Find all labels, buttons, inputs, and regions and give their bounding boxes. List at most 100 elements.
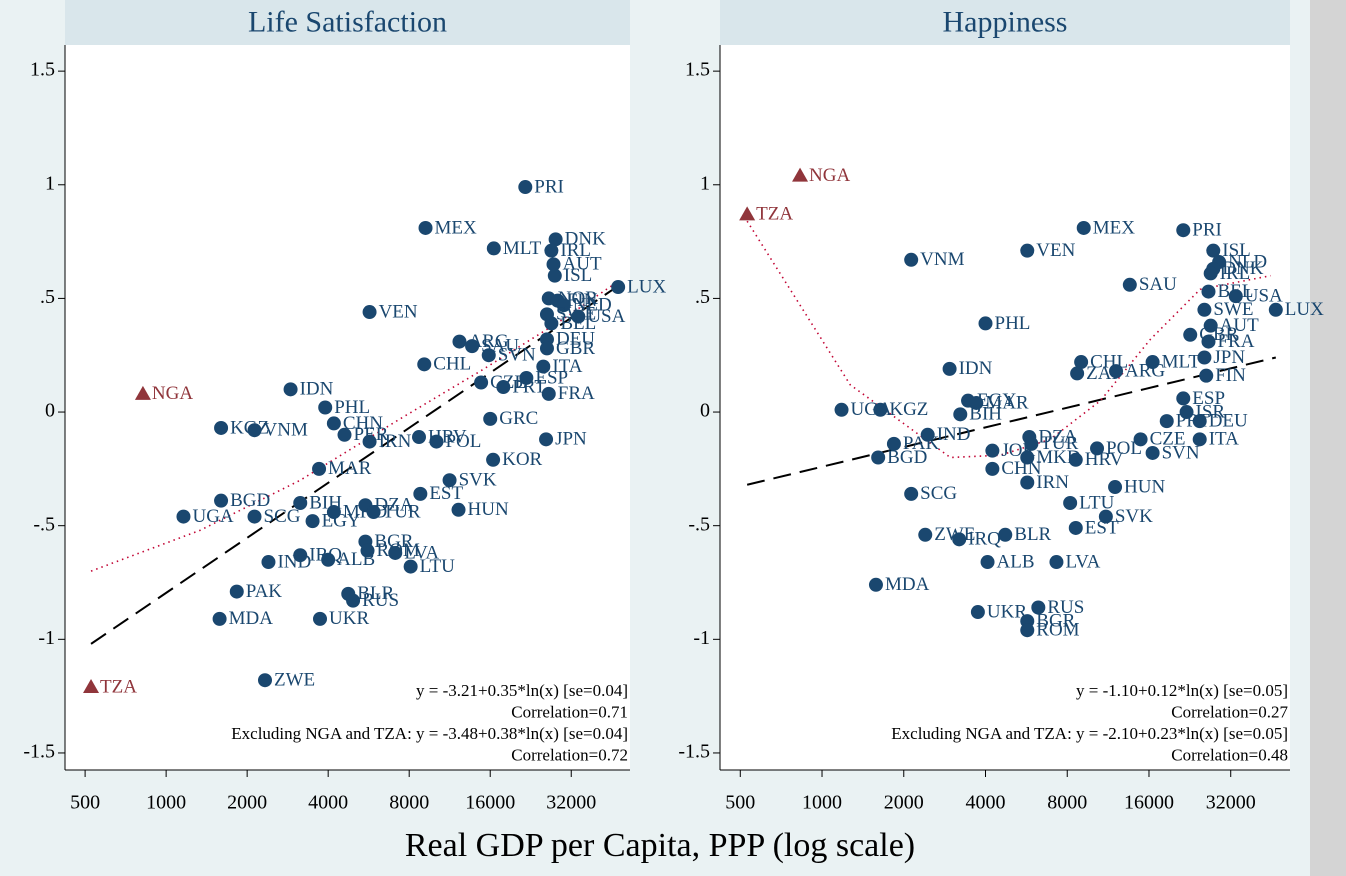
point-label: BLR bbox=[357, 583, 394, 604]
point-label: UGA bbox=[851, 399, 892, 420]
point bbox=[539, 432, 554, 447]
point bbox=[1145, 445, 1160, 460]
point-label: TZA bbox=[756, 204, 793, 225]
annotation: Correlation=0.48 bbox=[1171, 745, 1288, 764]
point-label: UKR bbox=[329, 608, 369, 629]
point bbox=[465, 339, 480, 354]
y-tick-label: .5 bbox=[695, 286, 710, 308]
point bbox=[519, 370, 534, 385]
point bbox=[452, 334, 467, 349]
point bbox=[539, 341, 554, 356]
y-tick-label: 0 bbox=[45, 400, 55, 422]
point bbox=[1068, 452, 1083, 467]
point bbox=[871, 450, 886, 465]
point-label: MDA bbox=[885, 574, 930, 595]
point bbox=[1020, 450, 1035, 465]
point-label: POL bbox=[445, 431, 481, 452]
point-label: BLR bbox=[1014, 524, 1051, 545]
point bbox=[1145, 355, 1160, 370]
point bbox=[318, 400, 333, 415]
point-label: ITA bbox=[1209, 429, 1239, 450]
point bbox=[969, 395, 984, 410]
plot-area bbox=[65, 45, 630, 770]
point-label: FIN bbox=[1215, 365, 1246, 386]
point bbox=[998, 527, 1013, 542]
point-label: BIH bbox=[969, 404, 1002, 425]
y-tick-label: 1 bbox=[700, 172, 710, 194]
y-tick-label: -.5 bbox=[33, 513, 55, 535]
point-label: PRI bbox=[1192, 220, 1222, 241]
point bbox=[229, 584, 244, 599]
point-label: NGA bbox=[809, 165, 850, 186]
point-label: FRA bbox=[558, 383, 595, 404]
point-label: SVK bbox=[1115, 506, 1153, 527]
y-tick-label: -1.5 bbox=[23, 741, 55, 763]
point-label: VEN bbox=[1036, 240, 1075, 261]
y-tick-label: -1.5 bbox=[678, 741, 710, 763]
point bbox=[1201, 284, 1216, 299]
y-tick-label: -1 bbox=[38, 627, 55, 649]
point bbox=[346, 593, 361, 608]
point bbox=[1090, 441, 1105, 456]
point-label: AUT bbox=[563, 254, 602, 275]
annotation: y = -3.21+0.35*ln(x) [se=0.04] bbox=[416, 681, 628, 700]
point-label: IND bbox=[937, 424, 971, 445]
point-label: AUT bbox=[1220, 315, 1259, 336]
point bbox=[1063, 495, 1078, 510]
point bbox=[1031, 600, 1046, 615]
point-label: RUS bbox=[1047, 597, 1084, 618]
point-label: IDN bbox=[959, 358, 993, 379]
point bbox=[1183, 327, 1198, 342]
point-label: EGY bbox=[977, 390, 1016, 411]
point-label: KGZ bbox=[889, 399, 928, 420]
annotation: Correlation=0.27 bbox=[1171, 702, 1288, 721]
point-label: IDN bbox=[300, 379, 334, 400]
point bbox=[1192, 432, 1207, 447]
point-label: NGA bbox=[152, 383, 193, 404]
point-label: ESP bbox=[1192, 388, 1225, 409]
point-label: PHL bbox=[334, 397, 370, 418]
point-label: VNM bbox=[920, 249, 964, 270]
x-tick-label: 2000 bbox=[884, 792, 924, 814]
point bbox=[980, 555, 995, 570]
point-label: POL bbox=[1106, 438, 1142, 459]
point-label: ITA bbox=[552, 356, 582, 377]
fit-line bbox=[746, 356, 1277, 486]
point-label: ROM bbox=[1036, 620, 1079, 641]
fit-line bbox=[90, 284, 614, 572]
point bbox=[1020, 623, 1035, 638]
point bbox=[556, 298, 571, 313]
point bbox=[518, 180, 533, 195]
point bbox=[403, 559, 418, 574]
point bbox=[1049, 555, 1064, 570]
point-label: SVK bbox=[459, 470, 497, 491]
point bbox=[970, 605, 985, 620]
point-label: IRN bbox=[1036, 472, 1069, 493]
point-label: TUR bbox=[1040, 433, 1078, 454]
point-label: ISL bbox=[564, 265, 593, 286]
point-label: RUS bbox=[362, 590, 399, 611]
point-label: BGD bbox=[230, 490, 270, 511]
point bbox=[548, 232, 563, 247]
point bbox=[388, 545, 403, 560]
x-tick-label: 16000 bbox=[465, 792, 515, 814]
point bbox=[571, 309, 586, 324]
point-label: DNK bbox=[565, 229, 606, 250]
x-tick-label: 1000 bbox=[802, 792, 842, 814]
point-label: MLT bbox=[503, 238, 542, 259]
point-label: CZE bbox=[1150, 429, 1186, 450]
point-label: USA bbox=[1245, 285, 1283, 306]
point bbox=[1070, 366, 1085, 381]
point bbox=[313, 611, 328, 626]
point bbox=[834, 402, 849, 417]
point-label: BGD bbox=[887, 447, 927, 468]
x-tick-label: 4000 bbox=[308, 792, 348, 814]
annotation: Correlation=0.71 bbox=[511, 702, 628, 721]
point-label: MAR bbox=[328, 458, 372, 479]
point-label: IRQ bbox=[968, 529, 1001, 550]
point-label: UGA bbox=[192, 506, 233, 527]
annotation: Excluding NGA and TZA: y = -3.48+0.38*ln… bbox=[231, 724, 628, 743]
point-label: JPN bbox=[555, 429, 587, 450]
point bbox=[985, 443, 1000, 458]
point bbox=[362, 434, 377, 449]
